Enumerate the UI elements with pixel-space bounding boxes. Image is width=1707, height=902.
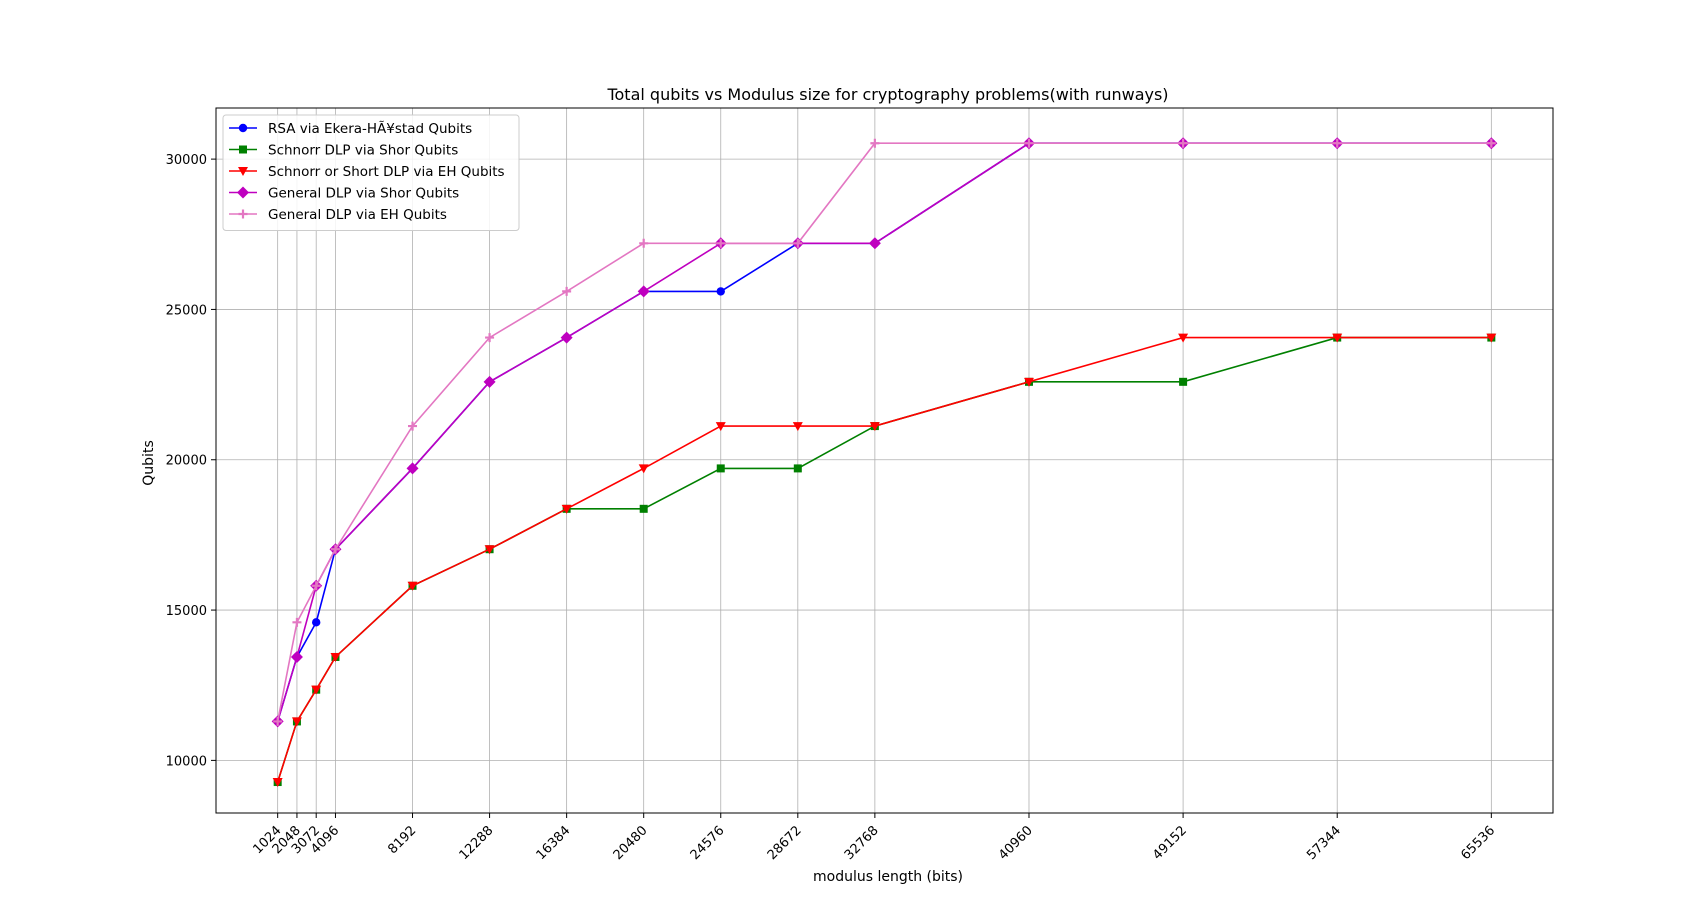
legend-label: Schnorr or Short DLP via EH Qubits [268, 164, 505, 180]
data-point-marker [485, 333, 495, 343]
legend-box [222, 114, 520, 231]
series-5 [273, 138, 1496, 726]
data-point-marker [292, 617, 302, 627]
y-tick-label: 15000 [166, 604, 207, 619]
legend-label: RSA via Ekera-HÃ¥stad Qubits [268, 120, 472, 137]
data-point-marker [330, 544, 340, 554]
data-point-marker [483, 375, 496, 388]
data-point-marker [1332, 333, 1343, 343]
data-point-marker [793, 464, 802, 473]
y-tick-label: 20000 [166, 454, 207, 469]
y-tick-label: 25000 [166, 303, 207, 318]
data-point-marker [1332, 138, 1342, 148]
series-3 [272, 333, 1497, 788]
data-point-marker [484, 545, 495, 555]
data-point-marker [870, 138, 880, 148]
data-point-marker [561, 504, 572, 514]
legend-entry: Schnorr or Short DLP via EH Qubits [229, 164, 505, 180]
data-point-marker [1024, 138, 1034, 148]
data-point-marker [273, 716, 283, 726]
data-point-marker [1486, 333, 1497, 343]
data-point-marker [716, 464, 725, 473]
legend-label: Schnorr DLP via Shor Qubits [268, 143, 458, 159]
data-point-marker [560, 331, 573, 344]
legend-label: General DLP via EH Qubits [268, 207, 447, 223]
data-point-marker [562, 286, 572, 296]
data-point-marker [311, 581, 321, 591]
data-point-marker [408, 421, 418, 431]
data-point-marker [1179, 377, 1188, 386]
legend: RSA via Ekera-HÃ¥stad Qubits Schnorr DLP … [222, 114, 520, 231]
data-point-marker [239, 145, 247, 154]
y-tick-label: 30000 [166, 153, 207, 168]
data-point-marker [238, 209, 248, 219]
data-point-marker [407, 581, 418, 591]
data-point-marker [1486, 138, 1496, 148]
legend-entry: RSA via Ekera-HÃ¥stad Qubits [229, 120, 472, 137]
data-point-marker [715, 422, 726, 432]
data-point-marker [868, 237, 881, 250]
data-point-marker [639, 238, 649, 248]
data-point-marker [1023, 377, 1034, 387]
data-point-marker [290, 650, 303, 663]
data-point-marker [793, 238, 803, 248]
data-point-marker [638, 464, 649, 474]
data-point-marker [238, 167, 248, 176]
legend-label: General DLP via Shor Qubits [268, 186, 459, 202]
data-point-marker [311, 685, 322, 695]
y-tick-label: 10000 [166, 754, 207, 769]
legend-entry: Schnorr DLP via Shor Qubits [229, 143, 458, 159]
data-point-marker [330, 652, 341, 662]
data-point-marker [1178, 333, 1189, 343]
data-point-marker [716, 287, 725, 296]
data-point-marker [238, 123, 248, 133]
data-point-marker [637, 285, 650, 298]
data-point-marker [792, 422, 803, 432]
data-point-marker [406, 462, 419, 475]
data-point-marker [272, 778, 283, 788]
chart-title: Total qubits vs Modulus size for cryptog… [606, 85, 1168, 104]
data-point-marker [869, 422, 880, 432]
data-point-marker [1178, 138, 1188, 148]
data-point-marker [237, 186, 249, 199]
axes-frame [215, 107, 1554, 814]
legend-entry: General DLP via EH Qubits [229, 207, 447, 223]
y-axis-label: Qubits [141, 440, 157, 485]
x-axis-label: modulus length (bits) [813, 869, 963, 885]
data-point-marker [291, 717, 302, 727]
legend-entry: General DLP via Shor Qubits [229, 186, 459, 202]
data-point-marker [639, 504, 648, 513]
data-point-marker [716, 238, 726, 248]
data-point-marker [311, 618, 321, 627]
